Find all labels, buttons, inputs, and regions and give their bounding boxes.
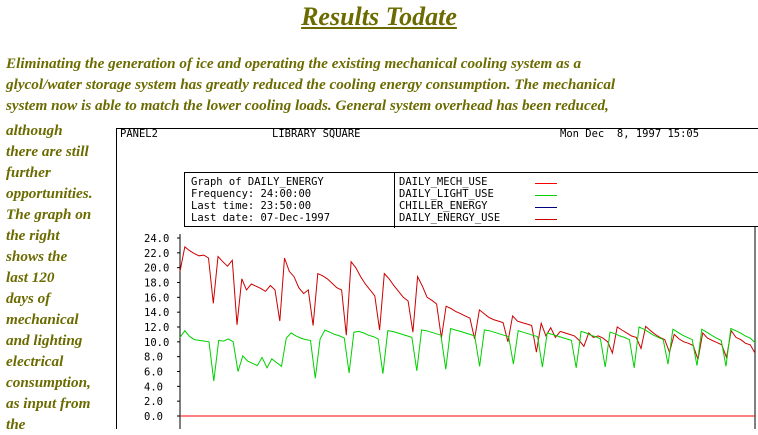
graph-info-title: Graph of DAILY_ENERGY (191, 176, 324, 188)
y-tick-label: 6.0 (144, 367, 163, 379)
y-tick-label: 12.0 (144, 322, 169, 334)
panel-datetime: Mon Dec 8, 1997 15:05 (560, 128, 700, 140)
info-divider (394, 173, 395, 228)
series-line-daily-energy-use (179, 246, 756, 360)
legend-swatch-chiller (535, 207, 557, 208)
legend-label-chiller: CHILLER_ENERGY (399, 200, 488, 212)
y-tick-label: 24.0 (144, 233, 169, 245)
legend-swatch-mech (535, 183, 557, 184)
side-paragraph: although there are still further opportu… (6, 122, 93, 433)
y-tick-label: 2.0 (144, 396, 163, 408)
graph-info-frequency: Frequency: 24:00:00 (191, 188, 312, 200)
legend-label-mech: DAILY_MECH_USE (399, 176, 488, 188)
y-tick-label: 18.0 (144, 278, 169, 290)
y-tick-label: 20.0 (144, 263, 169, 275)
legend-swatch-light (535, 195, 557, 196)
legend-label-light: DAILY_LIGHT_USE (399, 188, 494, 200)
intro-paragraph: Eliminating the generation of ice and op… (6, 55, 616, 114)
legend-swatch-energy (535, 219, 557, 220)
y-tick-label: 14.0 (144, 307, 169, 319)
panel-frame (116, 128, 758, 429)
panel-location: LIBRARY SQUARE (272, 128, 361, 140)
page-title: Results Todate (301, 2, 457, 31)
y-tick-label: 8.0 (144, 352, 163, 364)
y-tick-label: 22.0 (144, 248, 169, 260)
y-tick-label: 10.0 (144, 337, 169, 349)
graph-info-box: Graph of DAILY_ENERGY Frequency: 24:00:0… (184, 172, 758, 228)
y-tick-label: 16.0 (144, 292, 169, 304)
graph-info-last-time: Last time: 23:50:00 (191, 200, 312, 212)
legend-label-energy: DAILY_ENERGY_USE (399, 212, 501, 224)
y-tick-label: 4.0 (144, 381, 163, 393)
graph-info-last-date: Last date: 07-Dec-1997 (191, 212, 331, 224)
series-line-daily-light-use (179, 326, 756, 382)
y-tick-label: 0.0 (144, 411, 163, 423)
panel-name: PANEL2 (120, 128, 158, 140)
